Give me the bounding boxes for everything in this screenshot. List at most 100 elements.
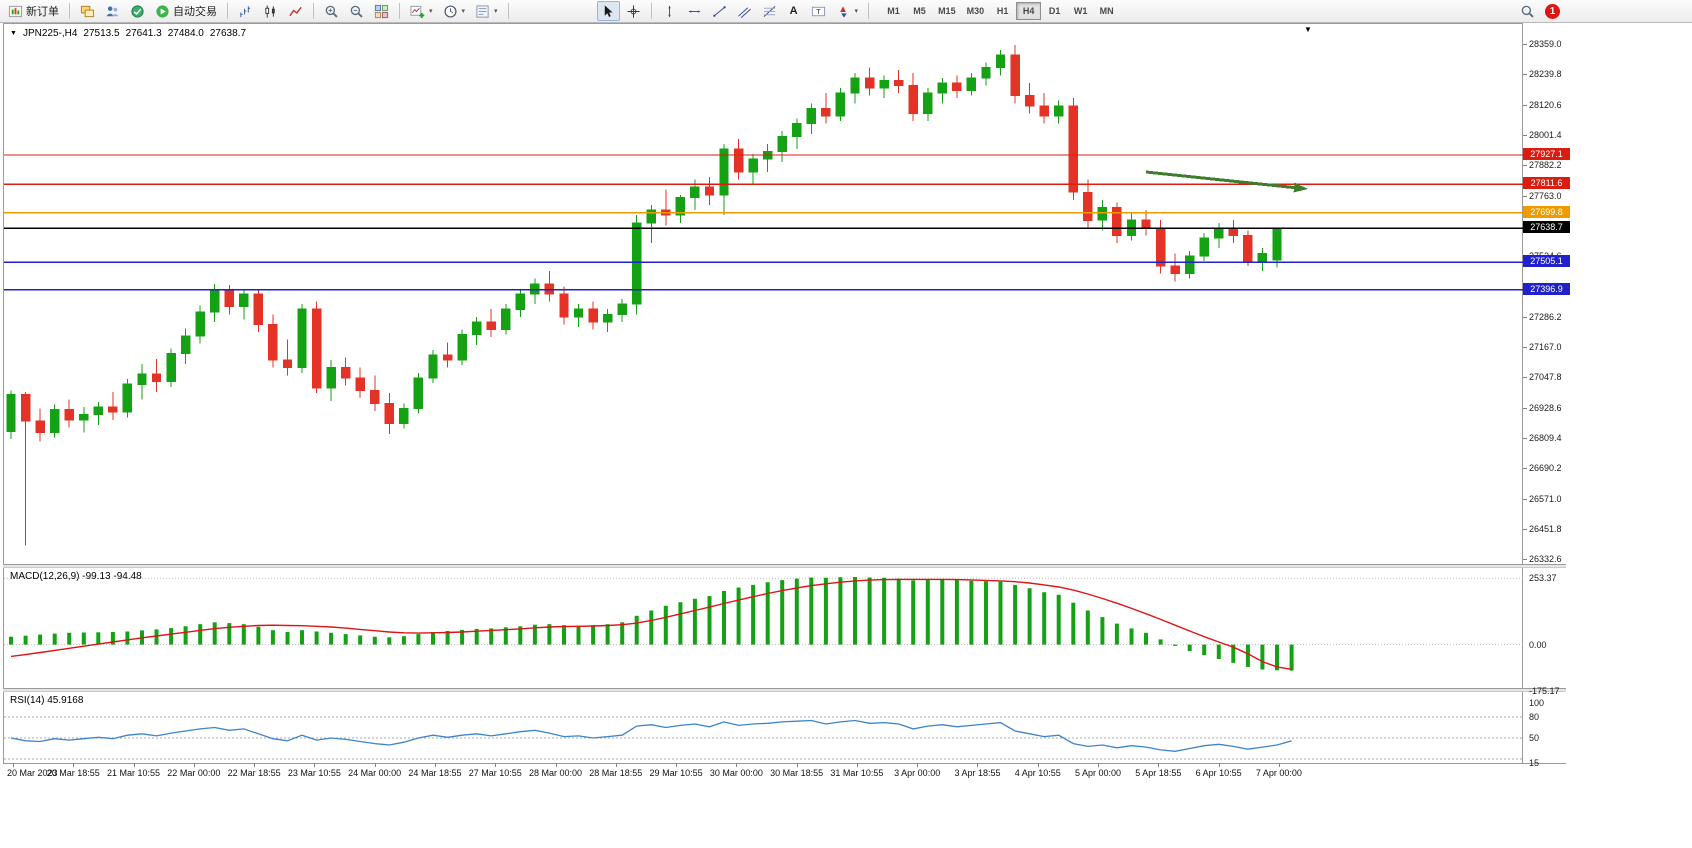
chevron-down-icon: ▾	[494, 8, 498, 15]
time-axis-label: 7 Apr 00:00	[1255, 768, 1302, 778]
ohlc-high: 27641.3	[125, 28, 162, 39]
arrows-icon	[836, 4, 851, 19]
candlestick-button[interactable]	[259, 1, 282, 21]
time-axis[interactable]: 20 Mar 2023 20 Mar 18:55 21 Mar 10:55 22 Ma…	[3, 763, 1566, 782]
price-axis-tick	[1523, 104, 1527, 106]
time-axis-tick	[13, 763, 14, 767]
rsi-chart-canvas[interactable]	[4, 692, 1523, 762]
new-order-icon	[8, 4, 23, 19]
trendline-button[interactable]	[708, 1, 731, 21]
cursor-button[interactable]	[596, 1, 620, 21]
hline-price-tag: 27811.6	[1523, 177, 1570, 190]
time-axis-tick	[555, 763, 557, 767]
templates-button[interactable]: ▾	[471, 1, 502, 21]
symbol-collapse-icon[interactable]: ▼	[10, 30, 17, 37]
crosshair-button[interactable]	[622, 1, 645, 21]
price-axis-label: 27047.8	[1529, 372, 1562, 383]
auto-trading-button[interactable]: 自动交易	[151, 1, 221, 21]
hline-price-tag: 27505.1	[1523, 255, 1570, 268]
timeframe-button-m1[interactable]: M1	[887, 6, 900, 16]
price-axis-label: 28001.4	[1529, 130, 1562, 140]
price-axis-label: 26451.8	[1529, 524, 1562, 534]
new-order-button[interactable]: 新订单	[4, 1, 63, 21]
chart-shift-marker[interactable]: ▼	[1304, 25, 1312, 34]
line-chart-icon	[288, 4, 303, 19]
hline-price-tag: 27699.8	[1523, 205, 1570, 218]
rsi-splitter[interactable]	[3, 688, 1566, 692]
bar-chart-button[interactable]	[234, 1, 257, 21]
time-axis-label: 29 Mar 10:55	[649, 768, 703, 778]
time-axis-tick	[1158, 763, 1160, 767]
zoom-out-button[interactable]	[345, 1, 368, 21]
time-axis-tick	[254, 763, 256, 767]
macd-chart-canvas[interactable]	[4, 568, 1523, 687]
hline-price-tag: 27927.1	[1523, 147, 1570, 160]
notification-badge[interactable]: 1	[1545, 3, 1560, 19]
horizontal-line-icon	[687, 4, 702, 19]
candlestick-icon	[263, 4, 278, 19]
zoom-in-button[interactable]	[320, 1, 343, 21]
time-axis-label: 31 Mar 10:55	[830, 768, 884, 778]
charts-button[interactable]	[76, 1, 99, 21]
timeframe-button-m30[interactable]: M30	[966, 6, 985, 16]
price-axis[interactable]: 28359.0 28239.8 28120.6 28001.4 27882.2 27763…	[1523, 23, 1692, 768]
profiles-button[interactable]	[101, 1, 124, 21]
time-axis-tick	[73, 763, 75, 767]
timeframe-button-m5[interactable]: M5	[913, 6, 926, 16]
price-axis-tick	[1523, 559, 1527, 561]
toolbar-separator	[650, 3, 652, 19]
time-axis-tick	[133, 763, 135, 767]
fibonacci-icon	[762, 4, 777, 19]
macd-panel[interactable]: MACD(12,26,9) -99.13 -94.48	[3, 568, 1523, 688]
market-watch-button[interactable]	[126, 1, 149, 21]
toolbar-separator	[868, 3, 870, 19]
periods-button[interactable]: ▾	[439, 1, 470, 21]
text-label-button[interactable]: T	[807, 1, 830, 21]
timeframe-button-m15[interactable]: M15	[938, 6, 956, 16]
market-watch-icon	[130, 4, 145, 19]
price-axis-tick	[1523, 74, 1527, 76]
timeframe-button-h4[interactable]: H4	[1016, 2, 1042, 20]
time-axis-label: 3 Apr 00:00	[894, 768, 941, 778]
price-axis-label: 26690.2	[1529, 463, 1562, 474]
line-chart-button[interactable]	[284, 1, 307, 21]
indicators-button[interactable]: ▾	[406, 1, 437, 21]
horizontal-line-button[interactable]	[683, 1, 706, 21]
time-axis-tick	[796, 763, 798, 767]
vertical-line-button[interactable]	[658, 1, 681, 21]
search-button[interactable]	[1516, 1, 1539, 21]
time-axis-label: 24 Mar 00:00	[348, 768, 402, 778]
price-axis-tick	[1523, 44, 1527, 46]
macd-splitter[interactable]	[3, 564, 1566, 568]
fibonacci-button[interactable]	[758, 1, 781, 21]
price-axis-label: 27882.2	[1529, 160, 1562, 171]
current-price-tag: 27638.7	[1523, 221, 1570, 234]
time-axis-tick	[917, 763, 919, 767]
time-axis-label: 20 Mar 18:55	[46, 768, 100, 778]
text-button[interactable]: A	[783, 1, 805, 21]
timeframe-button-h1[interactable]: H1	[996, 6, 1009, 16]
time-axis-tick	[1218, 763, 1220, 767]
time-axis-tick	[1098, 763, 1100, 767]
crosshair-icon	[626, 4, 641, 19]
ohlc-close: 27638.7	[209, 28, 247, 39]
time-axis-tick	[615, 763, 617, 767]
time-axis-label: 22 Mar 18:55	[227, 768, 281, 778]
toolbar: 新订单 自动交易 ▾ ▾ ▾ A T ▾ M1 M	[0, 0, 1692, 23]
rsi-axis-label: 50	[1529, 733, 1540, 743]
tile-windows-button[interactable]	[370, 1, 393, 21]
timeframe-button-w1[interactable]: W1	[1073, 6, 1088, 16]
symbol-header: ▼ JPN225-,H4 27513.5 27641.3 27484.0 276…	[10, 28, 246, 39]
price-axis-tick	[1523, 135, 1527, 136]
timeframe-button-mn[interactable]: MN	[1099, 6, 1114, 16]
time-axis-label: 6 Apr 10:55	[1195, 768, 1242, 778]
time-axis-tick	[314, 763, 316, 767]
timeframe-button-d1[interactable]: D1	[1048, 6, 1061, 16]
time-axis-label: 23 Mar 10:55	[287, 768, 341, 778]
arrows-button[interactable]: ▾	[832, 1, 863, 21]
main-chart-panel[interactable]: ▼ JPN225-,H4 27513.5 27641.3 27484.0 276…	[3, 23, 1523, 564]
macd-axis-label: 0.00	[1529, 639, 1547, 650]
candlestick-chart-canvas[interactable]	[4, 24, 1523, 564]
channel-button[interactable]	[733, 1, 756, 21]
rsi-panel[interactable]: RSI(14) 45.9168	[3, 692, 1523, 763]
